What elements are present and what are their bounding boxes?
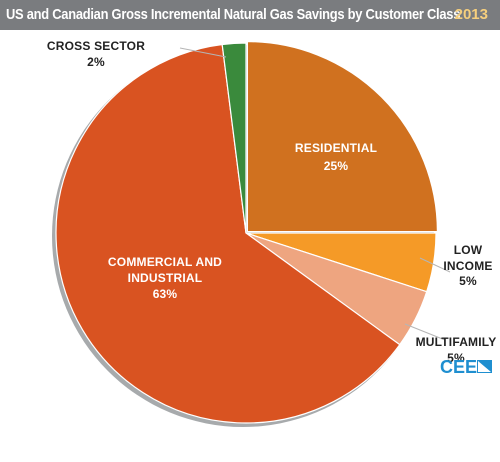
logo-mark-inner-icon bbox=[478, 361, 491, 372]
leader-line-cross-sector bbox=[179, 47, 227, 58]
logo-text: CEE bbox=[440, 357, 477, 377]
slice-label-commercial-and-industrial: COMMERCIAL AND INDUSTRIAL 63% bbox=[108, 255, 222, 301]
cee-logo: CEE bbox=[440, 357, 492, 377]
pie-slice-residential bbox=[246, 40, 439, 233]
slice-label-cross-sector: CROSS SECTOR 2% bbox=[47, 39, 145, 69]
pie-slice-cross-sector bbox=[221, 42, 247, 234]
slice-label-low-income: LOW INCOME 5% bbox=[443, 243, 492, 288]
leader-line-low-income bbox=[419, 257, 451, 273]
pie-slices bbox=[52, 40, 439, 427]
pie-slice-commercial-and-industrial bbox=[55, 43, 401, 424]
title-bar: US and Canadian Gross Incremental Natura… bbox=[0, 0, 500, 30]
leader-lines bbox=[179, 47, 451, 341]
slice-label-multifamily: MULTIFAMILY 5% bbox=[416, 335, 497, 365]
chart-title: US and Canadian Gross Incremental Natura… bbox=[6, 6, 461, 23]
slice-label-residential: RESIDENTIAL 25% bbox=[295, 141, 377, 173]
leader-line-multifamily bbox=[404, 323, 446, 341]
chart-year: 2013 bbox=[454, 6, 488, 23]
slice-labels: RESIDENTIAL 25% LOW INCOME 5% MULTIFAMILY 5% CO… bbox=[47, 39, 497, 365]
